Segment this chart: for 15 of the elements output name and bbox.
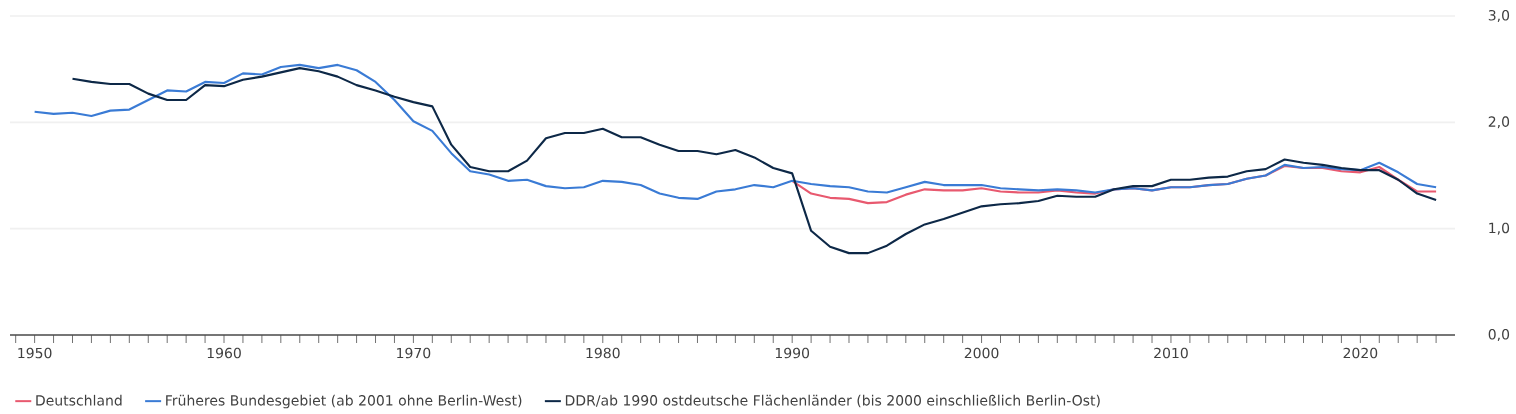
x-tick-label: 2010	[1154, 347, 1188, 359]
x-tick-label: 2020	[1343, 347, 1378, 359]
legend-label: DDR/ab 1990 ostdeutsche Flächenländer (bis 2000 einschließlich Berlin-Ost)	[565, 394, 1100, 408]
legend-label: Früheres Bundesgebiet (ab 2001 ohne Berlin-West)	[166, 394, 522, 409]
x-tick-label: 1950	[18, 347, 52, 359]
y-tick-label: 3,0	[1488, 9, 1510, 23]
legend-label: Deutschland	[36, 394, 122, 406]
x-tick-label: 2000	[964, 347, 999, 359]
x-tick-label: 1980	[586, 347, 620, 359]
y-tick-label: 1,0	[1489, 222, 1510, 235]
x-tick-label: 1990	[775, 347, 810, 359]
x-tick-label: 1960	[207, 347, 241, 359]
y-tick-label: 2,0	[1488, 116, 1510, 129]
y-tick-label: 0,0	[1488, 328, 1510, 342]
x-tick-label: 1970	[397, 347, 431, 359]
